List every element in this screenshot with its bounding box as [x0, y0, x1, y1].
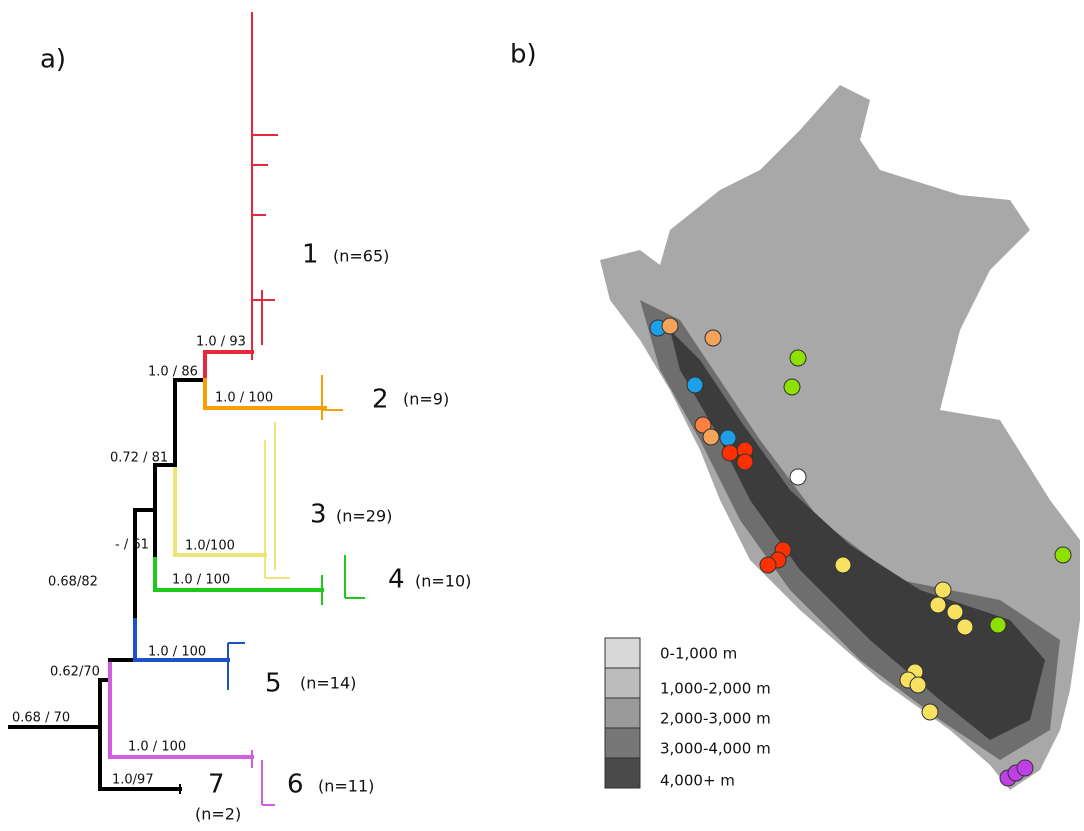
clade-count: (n=65) [333, 247, 389, 266]
clade-number: 3 [310, 500, 327, 530]
support-label: 1.0 / 86 [148, 365, 198, 380]
legend-label: 2,000-3,000 m [660, 710, 771, 728]
clade-count: (n=29) [336, 507, 392, 526]
clade-number: 6 [287, 770, 304, 800]
support-label: 0.72 / 81 [110, 451, 168, 466]
clade-count: (n=14) [300, 674, 356, 693]
support-label: 1.0 / 100 [172, 573, 230, 588]
legend-label: 4,000+ m [660, 772, 735, 790]
support-label: - / 61 [115, 538, 149, 553]
clade-number: 2 [372, 385, 389, 415]
panel-label: a) [40, 45, 66, 75]
clade-number: 1 [302, 240, 319, 270]
legend-label: 0-1,000 m [660, 645, 737, 663]
clade-number: 4 [388, 565, 405, 595]
clade-count: (n=2) [195, 805, 241, 824]
support-label: 1.0 / 100 [128, 740, 186, 755]
support-label: 1.0 / 93 [196, 335, 246, 350]
panel-label: b) [510, 40, 537, 70]
clade-number: 7 [208, 770, 225, 800]
legend-label: 3,000-4,000 m [660, 740, 771, 758]
clade-number: 5 [265, 669, 282, 699]
support-label: 1.0/100 [185, 539, 235, 554]
support-label: 0.68/82 [48, 575, 98, 590]
clade-count: (n=9) [403, 390, 449, 409]
legend-label: 1,000-2,000 m [660, 680, 771, 698]
clade-count: (n=10) [415, 572, 471, 591]
support-label: 1.0 / 100 [215, 391, 273, 406]
support-label: 1.0/97 [112, 773, 154, 788]
legend: 0-1,000 m 1,000-2,000 m 2,000-3,000 m 3,… [605, 638, 771, 790]
support-label: 1.0 / 100 [148, 645, 206, 660]
figure: a) b) [0, 0, 1084, 831]
clade-count: (n=11) [318, 777, 374, 796]
support-label: 0.68 / 70 [12, 711, 70, 726]
support-label: 0.62/70 [50, 665, 100, 680]
